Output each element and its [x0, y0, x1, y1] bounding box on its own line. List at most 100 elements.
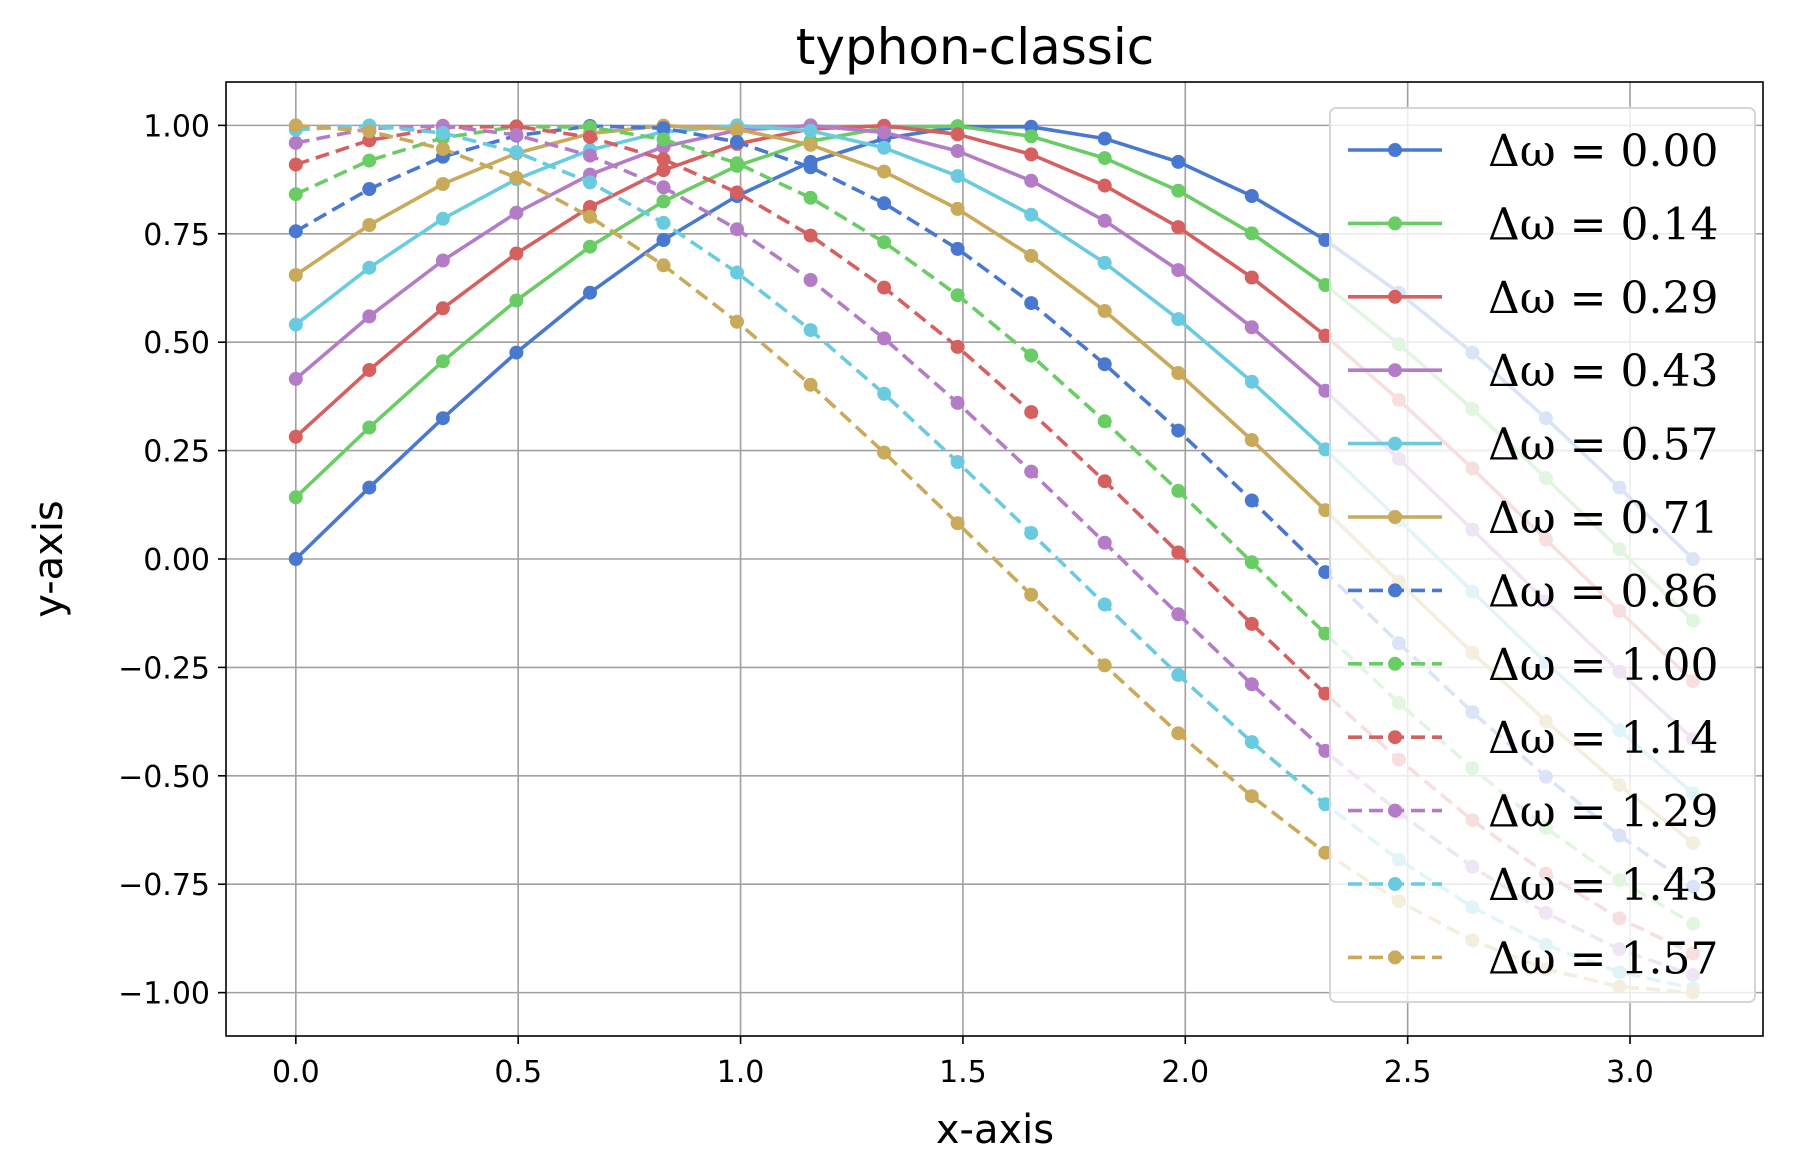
data-point — [362, 260, 377, 275]
data-point — [1097, 213, 1112, 228]
data-point — [1318, 565, 1333, 580]
legend-label: Δω = 0.29 — [1488, 273, 1718, 324]
data-point — [362, 182, 377, 196]
data-point — [509, 127, 524, 142]
legend-item: Δω = 1.57 — [1348, 933, 1718, 984]
legend-marker — [1388, 289, 1402, 304]
x-tick-label: 1.5 — [939, 1055, 987, 1090]
data-point — [583, 130, 597, 145]
legend-item: Δω = 0.86 — [1348, 566, 1718, 617]
data-point — [950, 169, 965, 184]
data-point — [583, 175, 597, 190]
data-point — [1244, 493, 1259, 508]
data-point — [1244, 616, 1259, 631]
data-point — [583, 120, 597, 135]
data-point — [950, 288, 965, 303]
y-axis-ticks: 1.00 0.75 0.50 0.25 0.00 −0.25 −0.50 −0.75 −1.00 — [118, 109, 226, 1012]
data-point — [1097, 178, 1112, 193]
legend-item: Δω = 1.14 — [1348, 713, 1718, 764]
data-point — [362, 124, 377, 139]
data-point — [1244, 320, 1259, 335]
data-point — [803, 160, 818, 175]
data-point — [1024, 207, 1039, 222]
data-point — [509, 145, 524, 160]
data-point — [435, 411, 450, 426]
data-point — [656, 152, 671, 167]
legend-label: Δω = 1.29 — [1488, 787, 1718, 838]
x-tick-label: 0.5 — [494, 1055, 542, 1090]
data-point — [509, 293, 524, 308]
data-point — [950, 241, 965, 256]
data-point — [1097, 597, 1112, 612]
data-point — [288, 118, 303, 133]
legend-marker — [1388, 730, 1402, 745]
data-point — [656, 163, 671, 178]
data-point — [950, 516, 965, 531]
data-point — [730, 135, 744, 149]
y-axis-label: y-axis — [26, 500, 72, 618]
data-point — [435, 177, 450, 191]
data-point — [1244, 374, 1259, 389]
legend-marker — [1388, 583, 1402, 598]
legend-marker — [1388, 143, 1402, 157]
data-point — [435, 211, 450, 226]
legend-marker — [1388, 950, 1402, 965]
data-point — [1171, 312, 1186, 327]
data-point — [1318, 383, 1333, 398]
data-point — [435, 354, 450, 369]
data-point — [583, 200, 597, 214]
data-point — [1024, 348, 1039, 363]
legend: Δω = 0.00 Δω = 0.14 Δω = 0.29 Δω = 0.43 Δω =… — [1329, 107, 1756, 1003]
data-point — [288, 157, 303, 172]
data-point — [656, 121, 671, 136]
x-tick-label: 2.0 — [1161, 1055, 1209, 1090]
x-axis-ticks: 0.0 0.5 1.0 1.5 2.0 2.5 3.0 — [272, 1036, 1654, 1090]
data-point — [1171, 220, 1186, 235]
data-point — [656, 194, 671, 209]
data-point — [803, 137, 818, 152]
data-point — [583, 285, 597, 300]
legend-label: Δω = 1.43 — [1488, 860, 1718, 911]
data-point — [1097, 255, 1112, 270]
legend-label: Δω = 1.57 — [1488, 933, 1718, 984]
data-point — [362, 363, 377, 377]
data-point — [288, 224, 303, 239]
data-point — [1171, 667, 1186, 682]
data-point — [288, 490, 303, 505]
data-point — [1318, 626, 1333, 641]
data-point — [1244, 555, 1259, 570]
data-point — [1024, 405, 1039, 420]
legend-marker — [1388, 877, 1402, 891]
data-point — [288, 187, 303, 202]
data-point — [1097, 474, 1112, 489]
legend-label: Δω = 1.00 — [1488, 640, 1718, 691]
legend-marker — [1388, 436, 1402, 451]
data-point — [730, 122, 744, 137]
data-point — [1244, 189, 1259, 203]
data-point — [1171, 607, 1186, 622]
data-point — [1318, 503, 1333, 518]
data-point — [1318, 442, 1333, 457]
data-point — [877, 331, 892, 346]
legend-item: Δω = 1.00 — [1348, 640, 1718, 691]
data-point — [1171, 423, 1186, 438]
data-point — [509, 170, 524, 185]
legend-marker — [1388, 216, 1402, 231]
x-tick-label: 0.0 — [272, 1055, 320, 1090]
data-point — [1318, 278, 1333, 292]
legend-label: Δω = 1.14 — [1488, 713, 1718, 764]
y-tick-label: −0.25 — [118, 651, 210, 686]
data-point — [583, 148, 597, 163]
data-point — [803, 377, 818, 392]
data-point — [1097, 131, 1112, 146]
legend-marker — [1388, 510, 1402, 524]
data-point — [1171, 263, 1186, 278]
data-point — [950, 201, 965, 216]
data-point — [1318, 743, 1333, 758]
x-axis-label: x-axis — [936, 1107, 1054, 1153]
data-point — [1024, 526, 1039, 540]
data-point — [362, 309, 377, 324]
data-point — [803, 273, 818, 287]
data-point — [1318, 233, 1333, 247]
y-tick-label: 0.25 — [143, 435, 210, 470]
